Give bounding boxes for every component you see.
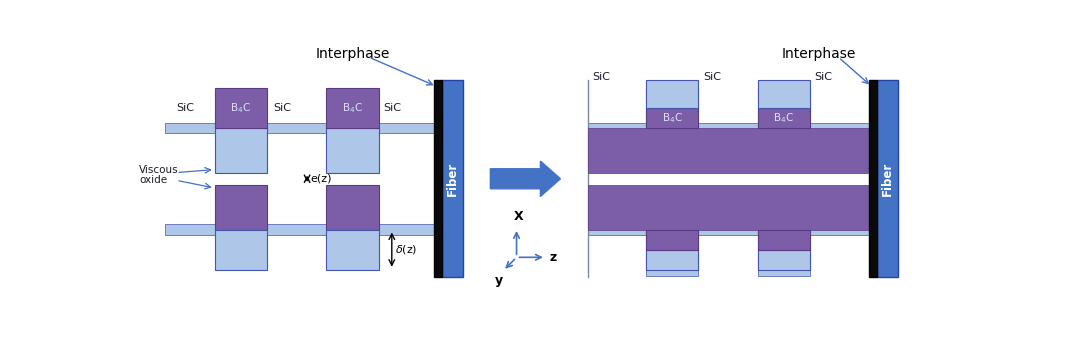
Bar [757,230,810,250]
Bar [326,230,379,270]
Text: oxide: oxide [139,175,167,185]
Text: Viscous: Viscous [139,165,179,175]
Bar [646,230,699,270]
Bar [757,230,810,270]
Text: SiC: SiC [814,72,833,82]
Bar [589,128,869,173]
Bar [215,88,267,128]
Text: y: y [495,274,502,287]
Bar [326,128,379,173]
Text: Interphase: Interphase [316,47,391,61]
Text: SiC: SiC [383,103,402,113]
Bar [215,185,267,230]
Bar [646,82,699,88]
Bar [646,250,699,270]
Bar [164,224,434,235]
Text: Fiber: Fiber [446,162,459,196]
Text: SiC: SiC [176,103,194,113]
Bar [757,88,810,128]
Text: SiC: SiC [273,103,292,113]
Bar [434,80,442,277]
Text: SiC: SiC [592,72,610,82]
Bar [646,230,699,250]
Bar [757,82,810,88]
Text: z: z [550,251,557,264]
Bar [589,122,869,133]
Bar [757,80,810,108]
Bar [442,80,463,277]
Text: X: X [514,210,524,223]
Text: Fiber: Fiber [881,162,894,196]
Bar [326,185,379,230]
Bar [877,80,899,277]
Text: $\mathsf{B_4C}$: $\mathsf{B_4C}$ [662,111,683,125]
Text: $\mathsf{B_4C}$: $\mathsf{B_4C}$ [342,101,363,115]
Text: $\mathsf{B_4C}$: $\mathsf{B_4C}$ [230,101,252,115]
Bar [646,270,699,276]
Bar [646,88,699,128]
Bar [646,108,699,128]
Bar [757,270,810,276]
Bar [589,185,869,230]
Bar [326,88,379,128]
Bar [757,250,810,270]
Bar [215,128,267,173]
Bar [589,224,869,235]
Bar [164,122,434,133]
Text: e(z): e(z) [310,174,332,184]
Bar [646,80,699,108]
Text: $\mathsf{B_4C}$: $\mathsf{B_4C}$ [773,111,794,125]
Text: SiC: SiC [703,72,720,82]
Text: Interphase: Interphase [782,47,856,61]
Bar [869,80,877,277]
Bar [215,230,267,270]
Text: $\delta$(z): $\delta$(z) [395,243,417,256]
FancyArrow shape [490,161,561,196]
Bar [757,108,810,128]
